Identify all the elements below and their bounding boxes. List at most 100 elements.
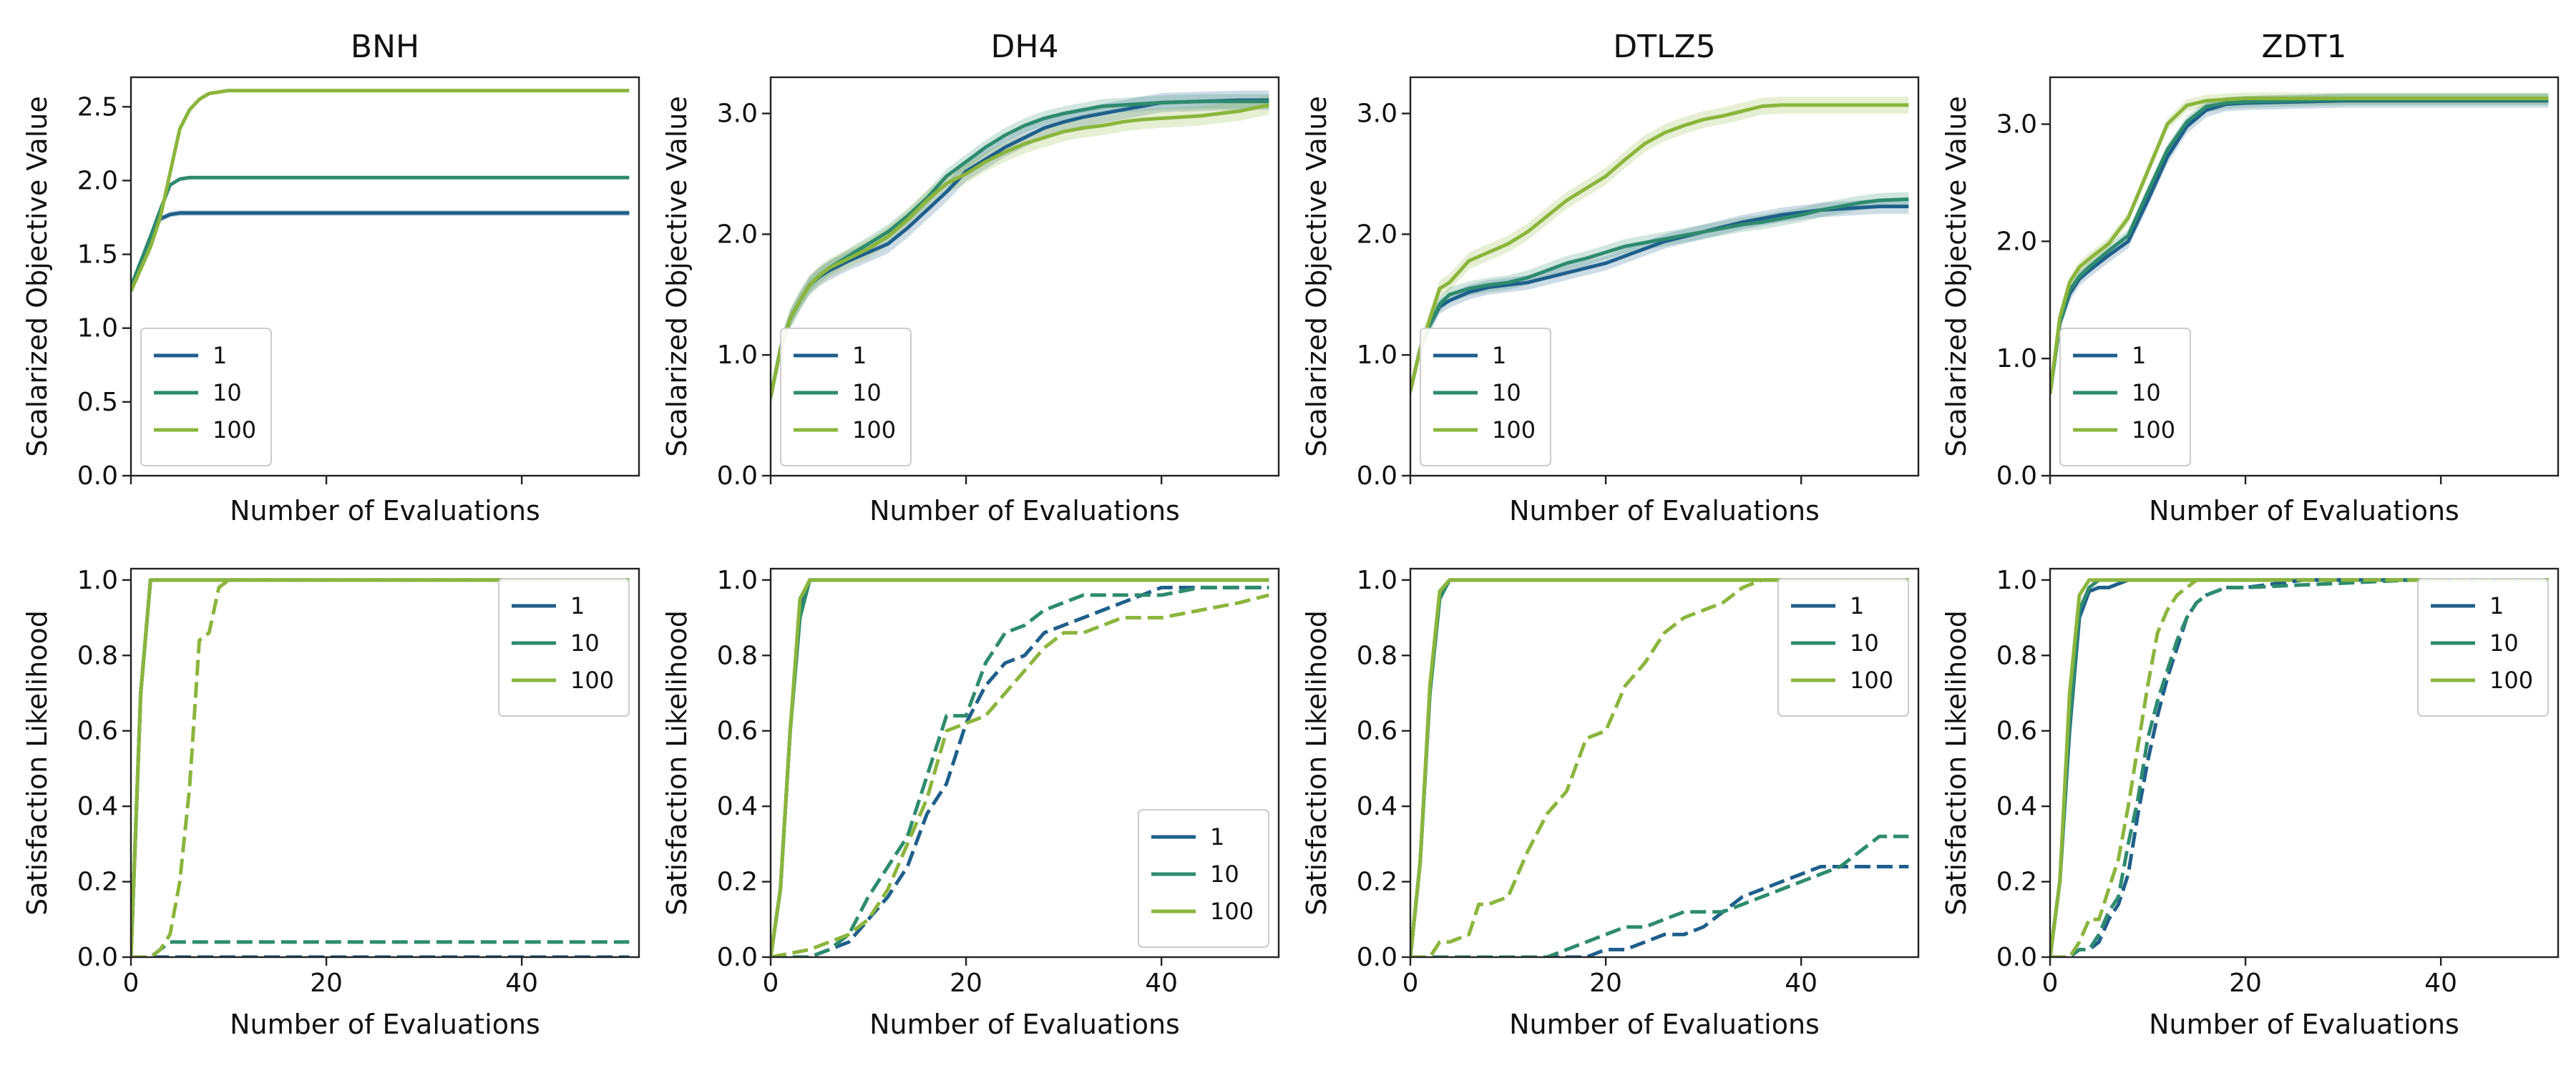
x-axis-label: Number of Evaluations xyxy=(869,1009,1180,1040)
y-tick-label: 0.0 xyxy=(77,943,118,972)
y-tick-label: 0.0 xyxy=(717,943,758,972)
y-tick-label: 1.0 xyxy=(1996,344,2037,373)
legend-label-100: 100 xyxy=(2489,667,2533,694)
legend-label-100: 100 xyxy=(570,667,614,694)
panel-bnh: BNH 0.0 0.5 1.0 1.5 2.0 2.5 Number of Evaluatio… xyxy=(21,29,640,526)
axes-frame xyxy=(769,76,1280,477)
y-tick-label: 2.5 xyxy=(77,92,118,122)
legend-label-1: 1 xyxy=(852,342,867,369)
legend-label-1: 1 xyxy=(1492,342,1506,369)
axes-frame xyxy=(130,567,640,959)
legend-label-100: 100 xyxy=(2132,416,2175,444)
legend: 1 10 100 xyxy=(2417,578,2549,717)
legend-box xyxy=(2417,578,2549,717)
y-tick-label: 1.0 xyxy=(1357,566,1397,595)
series-line-100-solid xyxy=(771,578,1269,957)
panel-likelihood-2: 0 20 40 0.0 0.2 0.4 0.6 0.8 1.0 Number of Evaluat… xyxy=(661,566,1280,1040)
y-tick-label: 2.0 xyxy=(717,220,758,249)
series-line-10-solid xyxy=(1410,197,1909,392)
y-tick-label: 2.0 xyxy=(77,166,118,195)
y-tick-label: 0.4 xyxy=(1357,792,1397,821)
legend-box xyxy=(1777,578,1909,717)
y-tick-label: 0.0 xyxy=(717,461,758,491)
y-tick-label: 2.0 xyxy=(1996,227,2037,256)
series-line-1-dashed xyxy=(1410,864,1909,957)
series-line-10-dashed xyxy=(2050,578,2549,957)
plot-area xyxy=(131,578,630,957)
legend: 1 10 100 xyxy=(780,328,912,466)
chart-title: ZDT1 xyxy=(2262,29,2347,65)
y-axis-label: Satisfaction Likelihood xyxy=(1941,610,1972,916)
y-tick-label: 1.0 xyxy=(717,340,758,370)
legend-label-10: 10 xyxy=(1210,861,1239,888)
x-axis-label: Number of Evaluations xyxy=(2149,1009,2459,1040)
y-axis-label: Scalarized Objective Value xyxy=(21,96,53,456)
legend: 1 10 100 xyxy=(498,578,630,717)
x-tick-label: 40 xyxy=(1145,969,1178,998)
y-tick-label: 0.6 xyxy=(717,717,758,746)
legend: 1 10 100 xyxy=(1420,328,1551,466)
series-line-10-dashed xyxy=(771,585,1269,957)
x-axis-label: Number of Evaluations xyxy=(2149,495,2459,526)
legend-label-1: 1 xyxy=(2132,342,2146,369)
legend-label-10: 10 xyxy=(852,379,882,406)
plot-area xyxy=(1410,578,1909,957)
y-axis-label: Satisfaction Likelihood xyxy=(1301,610,1332,916)
panel-dh4: DH4 0.0 1.0 2.0 3.0 Number of Evaluations Scal… xyxy=(661,29,1280,526)
series-line-10-solid xyxy=(2050,97,2549,394)
axes-frame xyxy=(130,76,640,477)
series-line-100-solid xyxy=(131,89,630,293)
y-tick-label: 0.8 xyxy=(717,641,758,670)
y-tick-label: 1.0 xyxy=(77,314,118,343)
plot-area xyxy=(2050,578,2549,957)
legend-label-100: 100 xyxy=(1850,667,1893,694)
chart-title: DH4 xyxy=(991,29,1059,65)
legend-label-10: 10 xyxy=(1492,379,1521,406)
y-tick-label: 0.0 xyxy=(1996,943,2037,972)
x-tick-label: 40 xyxy=(2424,969,2457,998)
legend-label-10: 10 xyxy=(1850,629,1879,657)
legend-label-1: 1 xyxy=(1210,823,1224,851)
x-tick-label: 0 xyxy=(763,969,779,998)
y-tick-label: 0.6 xyxy=(77,717,118,746)
legend-label-1: 1 xyxy=(570,592,585,619)
legend-label-1: 1 xyxy=(2489,592,2504,619)
series-line-100-solid xyxy=(2050,96,2549,394)
series-line-100-solid xyxy=(2050,578,2549,957)
y-axis-label: Scalarized Objective Value xyxy=(1941,96,1972,456)
series-line-100-solid xyxy=(771,103,1269,398)
y-tick-label: 0.0 xyxy=(77,461,118,491)
x-axis-label: Number of Evaluations xyxy=(869,495,1180,526)
axes-frame xyxy=(2049,567,2560,959)
panel-likelihood-4: 0 20 40 0.0 0.2 0.4 0.6 0.8 1.0 Number of Evaluat… xyxy=(1941,566,2560,1040)
legend-label-1: 1 xyxy=(1850,592,1864,619)
y-tick-label: 0.8 xyxy=(1357,641,1397,670)
series-line-1-solid xyxy=(131,211,630,288)
x-tick-label: 40 xyxy=(505,969,538,998)
chart-title: DTLZ5 xyxy=(1613,29,1715,65)
axes-frame xyxy=(769,567,1280,959)
axes-frame xyxy=(2049,76,2560,477)
series-line-100-dashed xyxy=(131,578,630,957)
panel-likelihood-3: 0 20 40 0.0 0.2 0.4 0.6 0.8 1.0 Number of Evaluat… xyxy=(1301,566,1920,1040)
y-tick-label: 0.4 xyxy=(1996,792,2037,821)
y-tick-label: 0.6 xyxy=(1357,717,1397,746)
y-tick-label: 3.0 xyxy=(1357,99,1397,129)
axes-frame xyxy=(1409,567,1920,959)
x-tick-label: 20 xyxy=(310,969,343,998)
legend: 1 10 100 xyxy=(2059,328,2191,466)
plot-area xyxy=(771,90,1269,407)
y-tick-label: 0.2 xyxy=(717,868,758,897)
panel-likelihood-1: 0 20 40 0.0 0.2 0.4 0.6 0.8 1.0 Number of Evaluat… xyxy=(21,566,640,1040)
x-tick-label: 0 xyxy=(1402,969,1419,998)
confidence-band-100 xyxy=(1410,97,1909,400)
legend-label-100: 100 xyxy=(1492,416,1536,444)
y-tick-label: 0.0 xyxy=(1357,943,1397,972)
x-axis-label: Number of Evaluations xyxy=(1509,495,1820,526)
legend-label-10: 10 xyxy=(213,379,242,406)
legend: 1 10 100 xyxy=(1777,578,1909,717)
series-line-10-dashed xyxy=(131,940,630,957)
y-tick-label: 3.0 xyxy=(1996,110,2037,139)
series-line-100-dashed xyxy=(1410,578,1909,957)
